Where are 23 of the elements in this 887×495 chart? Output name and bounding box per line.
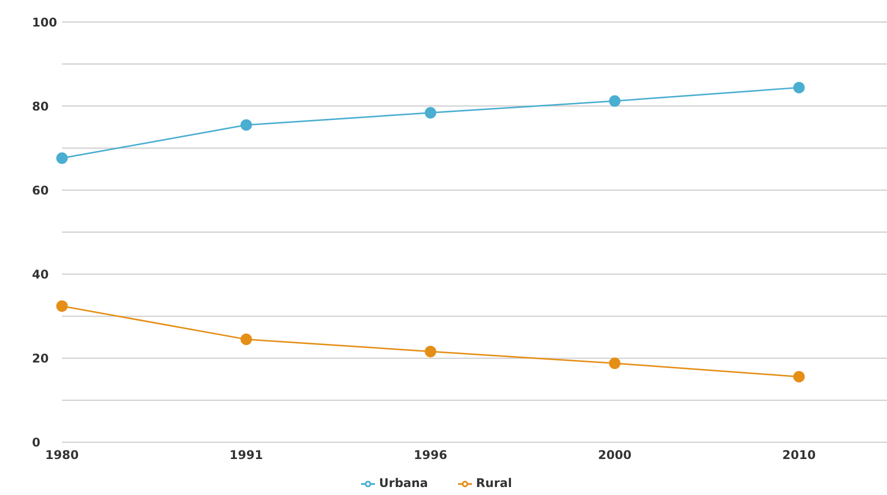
point <box>240 119 252 131</box>
point <box>424 107 436 119</box>
point <box>240 334 252 346</box>
point <box>609 95 620 107</box>
y-tick-label: 40 <box>32 267 49 282</box>
point <box>56 152 68 164</box>
y-tick-label: 100 <box>32 15 58 30</box>
y-tick-label: 20 <box>32 351 49 366</box>
legend-label: Rural <box>476 476 512 490</box>
legend-label: Urbana <box>379 476 428 490</box>
x-tick-label: 1991 <box>230 448 263 462</box>
point <box>609 358 620 370</box>
x-tick-label: 2000 <box>598 448 632 462</box>
x-tick-label: 1980 <box>45 448 79 462</box>
point <box>793 82 805 94</box>
point <box>793 370 805 382</box>
x-tick-label: 2010 <box>782 448 816 462</box>
point <box>56 300 68 312</box>
y-tick-label: 60 <box>32 183 49 198</box>
y-tick-label: 0 <box>32 436 40 450</box>
x-tick-label: 1996 <box>414 448 448 462</box>
y-tick-label: 80 <box>32 99 49 114</box>
point <box>424 346 436 358</box>
